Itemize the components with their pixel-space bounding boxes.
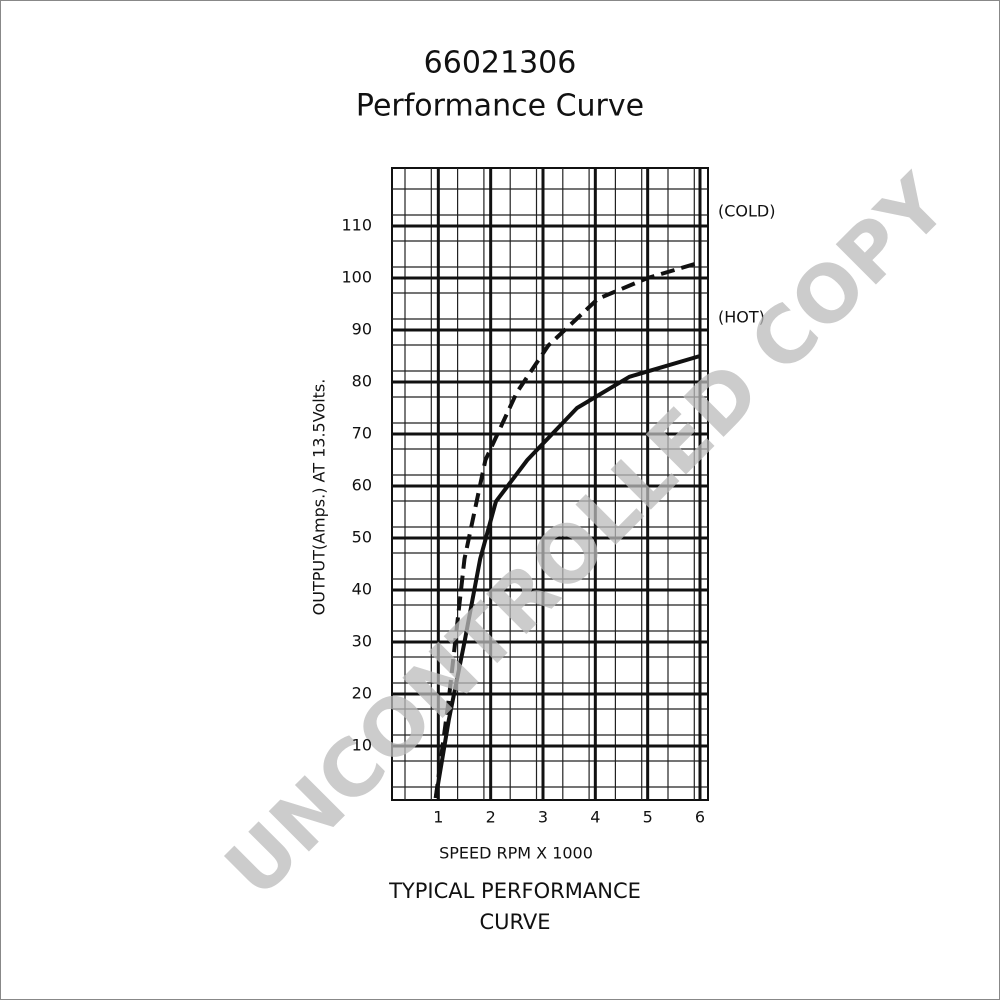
- series-line: [433, 260, 701, 799]
- chart-subtitle: Performance Curve: [356, 89, 644, 124]
- caption: TYPICAL PERFORMANCE CURVE: [389, 879, 641, 934]
- y-tick-label: 20: [352, 684, 372, 703]
- legend-label: (HOT): [718, 308, 765, 327]
- x-tick-label: 6: [695, 808, 705, 827]
- y-tick-label: 30: [352, 632, 372, 651]
- x-tick-label: 3: [538, 808, 548, 827]
- y-tick-label: 60: [352, 476, 372, 495]
- y-tick-label: 90: [352, 320, 372, 339]
- y-tick-label: 40: [352, 580, 372, 599]
- x-tick-label: 2: [486, 808, 496, 827]
- plot-frame: [391, 167, 709, 801]
- y-tick-label: 110: [341, 216, 372, 235]
- chart-title: 66021306: [424, 46, 577, 81]
- series-line: [433, 354, 701, 799]
- y-tick-label: 80: [352, 372, 372, 391]
- y-tick-label: 50: [352, 528, 372, 547]
- x-axis-label: SPEED RPM X 1000: [439, 844, 593, 863]
- y-tick-label: 100: [341, 268, 372, 287]
- y-tick-label: 70: [352, 424, 372, 443]
- y-tick-label: 10: [352, 736, 372, 755]
- legend-label: (COLD): [718, 202, 775, 221]
- lines: [433, 260, 701, 799]
- x-tick-label: 5: [643, 808, 653, 827]
- y-axis-label: OUTPUT(Amps.) AT 13.5Volts.: [310, 379, 329, 616]
- x-tick-label: 1: [433, 808, 443, 827]
- x-tick-label: 4: [590, 808, 600, 827]
